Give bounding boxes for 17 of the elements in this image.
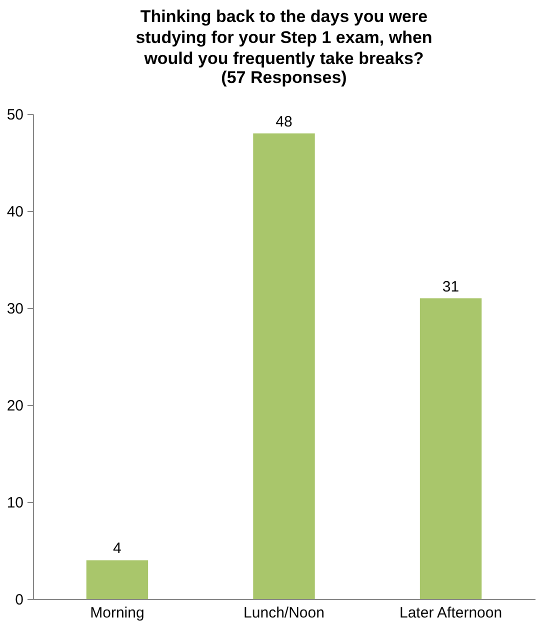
x-tick-label: Later Afternoon — [399, 604, 502, 622]
x-tick-label: Lunch/Noon — [244, 604, 324, 622]
y-tick-label: 0 — [15, 592, 24, 608]
x-tick-label: Morning — [90, 604, 144, 622]
data-label: 31 — [442, 278, 460, 296]
y-tick-label: 40 — [6, 204, 24, 220]
bar — [86, 560, 148, 599]
y-tick-label: 20 — [6, 398, 24, 414]
y-tick-label: 30 — [6, 300, 24, 318]
data-label: 4 — [113, 540, 122, 558]
bar — [420, 298, 482, 599]
chart-subtitle: (57 Responses) — [221, 68, 347, 87]
y-tick-label: 10 — [6, 494, 24, 512]
data-label: 48 — [276, 113, 292, 130]
chart-title: Thinking back to the days you were studying for your Step 1 exam, when would you frequently take breaks? — [136, 7, 432, 68]
bar — [253, 133, 315, 599]
y-tick-label: 50 — [6, 106, 24, 124]
